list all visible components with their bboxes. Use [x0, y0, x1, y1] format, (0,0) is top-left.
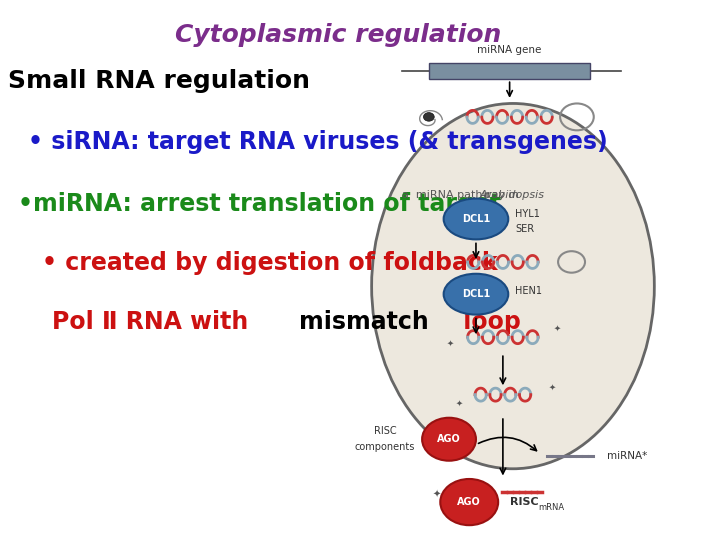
Text: RISC: RISC — [374, 426, 397, 436]
Ellipse shape — [444, 274, 508, 315]
Text: HEN1: HEN1 — [515, 287, 542, 296]
Text: •miRNA: arrest translation of target: •miRNA: arrest translation of target — [18, 192, 501, 216]
Text: mRNA: mRNA — [539, 503, 564, 512]
Ellipse shape — [372, 104, 654, 469]
Text: SER: SER — [515, 224, 534, 234]
Text: ✦: ✦ — [432, 490, 441, 500]
Text: • siRNA: target RNA viruses (& transgenes): • siRNA: target RNA viruses (& transgene… — [28, 130, 608, 154]
Text: ✦: ✦ — [549, 382, 556, 392]
Text: a  miRNA pathway in: a miRNA pathway in — [402, 191, 522, 200]
Text: AGO: AGO — [437, 434, 461, 444]
Ellipse shape — [441, 479, 498, 525]
Text: ✦: ✦ — [456, 399, 463, 407]
Text: AGO: AGO — [457, 497, 481, 507]
Text: DCL1: DCL1 — [462, 214, 490, 224]
FancyBboxPatch shape — [429, 63, 590, 79]
Text: ✦: ✦ — [446, 338, 453, 347]
Text: ✦: ✦ — [554, 323, 561, 332]
Text: Arabidopsis: Arabidopsis — [480, 191, 544, 200]
Text: miRNA gene: miRNA gene — [477, 45, 542, 55]
Text: mismatch: mismatch — [299, 310, 428, 334]
Text: RISC: RISC — [510, 497, 539, 507]
Ellipse shape — [444, 199, 508, 239]
Text: Cytoplasmic regulation: Cytoplasmic regulation — [175, 23, 501, 47]
Text: • created by digestion of foldback: • created by digestion of foldback — [42, 251, 498, 275]
Text: Pol Ⅱ RNA with: Pol Ⅱ RNA with — [52, 310, 256, 334]
Text: miRNA*: miRNA* — [607, 451, 647, 461]
Text: loop: loop — [455, 310, 521, 334]
Text: Small RNA regulation: Small RNA regulation — [8, 69, 310, 92]
Text: HYL1: HYL1 — [515, 208, 540, 219]
Ellipse shape — [422, 418, 476, 461]
Text: DCL1: DCL1 — [462, 289, 490, 299]
Text: components: components — [355, 442, 415, 453]
Circle shape — [423, 113, 434, 121]
